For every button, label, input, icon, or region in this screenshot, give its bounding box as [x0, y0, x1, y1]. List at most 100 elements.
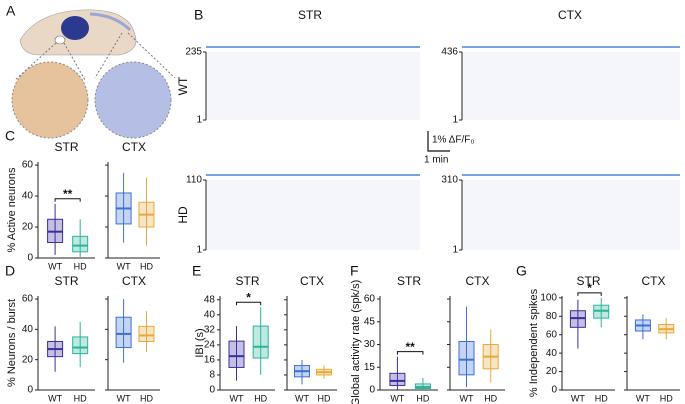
box: [72, 235, 89, 253]
y-tick-label: 45: [364, 316, 376, 327]
x-tick-label: WT: [636, 393, 650, 403]
y-tick-label: 0: [551, 385, 557, 396]
raster-area: [462, 180, 680, 250]
x-tick-label: WT: [117, 393, 131, 403]
y-tick-label: 1: [452, 115, 458, 126]
subpanel-title: CTX: [122, 274, 146, 288]
box: [115, 316, 132, 349]
scale-label: 1% ΔF/F₀: [432, 135, 475, 146]
raster-area: [206, 52, 420, 120]
y-tick-label: 60: [22, 294, 34, 305]
significance: **: [63, 187, 73, 201]
y-tick-label: 40: [546, 348, 558, 359]
x-tick-label: WT: [48, 393, 62, 403]
significance-bracket: [396, 351, 424, 355]
x-tick-label: HD: [416, 393, 429, 403]
panel-letter: F: [350, 263, 359, 279]
panel-letter: A: [6, 3, 16, 19]
y-tick-label: 310: [441, 175, 458, 186]
row-label: HD: [176, 206, 190, 224]
y-tick-label: 110: [186, 175, 202, 186]
y-tick-label: 60: [22, 160, 34, 171]
y-tick-label: 80: [546, 311, 558, 322]
scale-label: 1 min: [424, 155, 448, 166]
box: [72, 336, 89, 355]
y-tick-label: 235: [185, 47, 202, 58]
y-tick-label: 24: [204, 340, 216, 351]
subpanel-title: STR: [55, 274, 79, 288]
subpanel-title: STR: [397, 274, 421, 288]
subpanel-title: CTX: [466, 274, 490, 288]
significance: *: [587, 281, 592, 295]
significance-bracket: [236, 301, 262, 306]
y-axis-label: % Active neurons: [6, 167, 18, 252]
y-tick-label: 436: [441, 47, 458, 58]
y-tick-label: 1: [196, 115, 202, 126]
y-tick-label: 15: [364, 362, 376, 373]
y-axis-label: Global activity rate (spk/s): [350, 280, 362, 404]
column-title: STR: [298, 8, 322, 22]
panel-letter: D: [5, 263, 15, 279]
box: [228, 340, 245, 368]
box: [458, 340, 475, 376]
x-tick-label: WT: [48, 261, 62, 271]
x-tick-label: HD: [484, 393, 497, 403]
x-tick-label: HD: [140, 261, 153, 271]
y-axis-label: % Neurons / burst: [6, 299, 18, 387]
panel-letter: E: [192, 263, 201, 279]
y-tick-label: 20: [22, 222, 34, 233]
y-tick-label: 30: [364, 339, 376, 350]
box: [389, 372, 406, 386]
y-tick-label: 60: [364, 294, 376, 305]
significance-bracket: [577, 292, 602, 296]
column-title: CTX: [558, 8, 582, 22]
x-tick-label: WT: [295, 393, 309, 403]
panel-letter: G: [516, 263, 527, 279]
subpanel-title: CTX: [300, 274, 324, 288]
raster-area: [206, 180, 420, 250]
significance: **: [405, 340, 415, 354]
row-label: WT: [176, 76, 190, 95]
x-tick-label: WT: [460, 393, 474, 403]
box: [252, 325, 269, 359]
y-tick-label: 1: [452, 245, 458, 256]
x-tick-label: HD: [140, 393, 153, 403]
x-tick-label: HD: [74, 393, 87, 403]
subpanel-title: CTX: [642, 274, 666, 288]
y-tick-label: 20: [22, 354, 34, 365]
y-tick-label: 40: [22, 324, 34, 335]
x-tick-label: HD: [74, 261, 87, 271]
x-tick-label: WT: [230, 393, 244, 403]
subpanel-title: STR: [55, 140, 79, 154]
x-tick-label: WT: [117, 261, 131, 271]
brain-illustration: [11, 9, 176, 139]
y-tick-label: 8: [209, 370, 215, 381]
box: [138, 325, 155, 342]
y-tick-label: 100: [540, 292, 557, 303]
x-tick-label: HD: [254, 393, 267, 403]
y-tick-label: 0: [27, 385, 33, 396]
y-tick-label: 40: [204, 309, 216, 320]
x-tick-label: HD: [595, 393, 608, 403]
x-tick-label: HD: [660, 393, 673, 403]
subpanel-title: STR: [236, 274, 260, 288]
y-axis-label: % Independent spikes: [528, 288, 540, 397]
y-tick-label: 0: [369, 385, 375, 396]
x-tick-label: WT: [390, 393, 404, 403]
y-tick-label: 20: [546, 366, 558, 377]
y-tick-label: 0: [209, 385, 215, 396]
raster-area: [462, 52, 680, 120]
y-tick-label: 32: [204, 324, 216, 335]
y-tick-label: 1: [196, 245, 202, 256]
y-tick-label: 40: [22, 191, 34, 202]
x-tick-label: WT: [571, 393, 585, 403]
y-tick-label: 48: [204, 294, 216, 305]
significance-bracket: [54, 198, 81, 202]
y-tick-label: 0: [27, 253, 33, 264]
scale-bar: [427, 131, 450, 152]
panel-letter: B: [194, 7, 203, 23]
y-axis-label: IBI (s): [194, 328, 206, 357]
x-tick-label: HD: [318, 393, 331, 403]
panel-letter: C: [5, 128, 15, 144]
